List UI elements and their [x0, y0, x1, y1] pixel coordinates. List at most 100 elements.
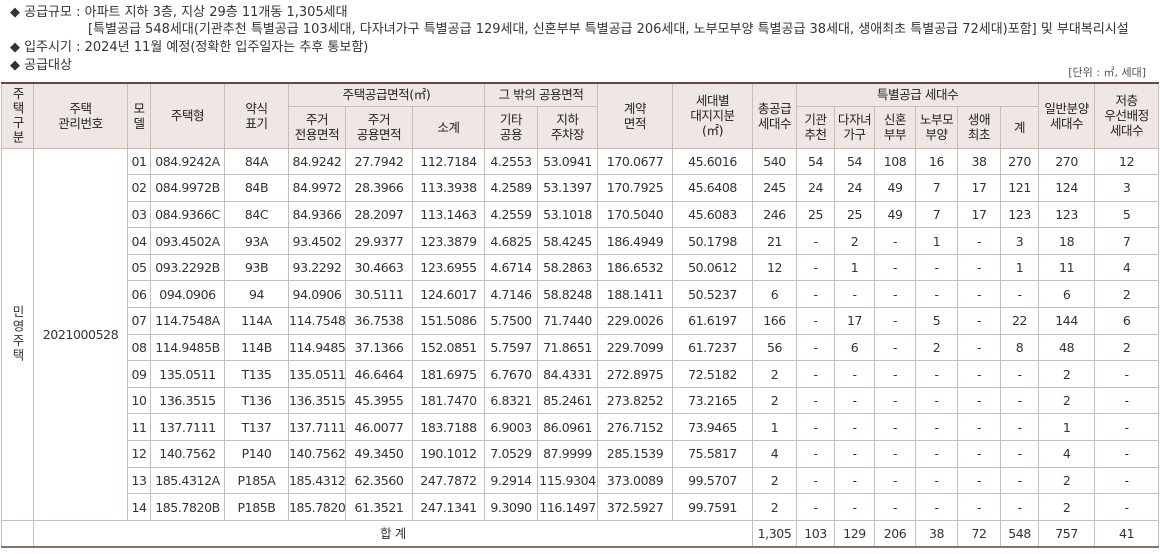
table-cell: 2	[1038, 360, 1096, 388]
table-cell: -	[1094, 466, 1160, 495]
table-cell: 114.9485	[288, 333, 346, 362]
table-cell: 25	[834, 200, 876, 229]
table-cell: -	[957, 466, 1002, 495]
table-cell: 186.6532	[597, 253, 674, 282]
table-cell: 86.0961	[537, 413, 599, 442]
empty-cell	[1, 519, 34, 548]
table-cell: 11	[1038, 253, 1096, 282]
table-cell: 170.7925	[597, 174, 674, 202]
table-cell: 123	[1038, 200, 1096, 229]
table-cell: 2	[1038, 493, 1096, 521]
table-cell: 124	[1038, 174, 1096, 202]
table-cell: 12	[752, 253, 798, 282]
table-cell: -	[957, 307, 1002, 335]
table-cell: 151.5086	[411, 307, 486, 335]
header-cell: 저층 우선배정 세대수	[1094, 82, 1160, 149]
table-cell: 188.1411	[597, 280, 674, 309]
table-cell: -	[957, 440, 1002, 468]
table-cell: 185.4312	[288, 466, 346, 495]
table-cell: 94	[224, 280, 289, 309]
table-cell: 22	[1000, 307, 1040, 335]
table-cell: 37.1366	[345, 333, 413, 362]
table-cell: 116.1497	[537, 493, 599, 521]
table-cell: 5.7597	[484, 333, 539, 362]
table-cell: 185.4312A	[150, 466, 225, 495]
table-cell: -	[796, 440, 836, 468]
table-cell: -	[874, 493, 917, 521]
table-cell: 2	[1038, 466, 1096, 495]
table-cell: -	[796, 307, 836, 335]
table-cell: 2	[1094, 280, 1160, 309]
table-cell: 93.4502	[288, 227, 346, 255]
table-cell: 166	[752, 307, 798, 335]
table-cell: -	[796, 360, 836, 388]
table-cell: 108	[874, 147, 917, 176]
table-cell: 30.5111	[345, 280, 413, 309]
total-cell: 41	[1094, 519, 1160, 548]
table-cell: 1	[1038, 413, 1096, 442]
table-cell: -	[1000, 386, 1040, 415]
table-cell: 99.5707	[672, 466, 754, 495]
table-cell: 4.2589	[484, 174, 539, 202]
table-cell: 45.6016	[672, 147, 754, 176]
table-cell: 2	[1038, 386, 1096, 415]
table-cell: 24	[796, 174, 836, 202]
table-cell: 9.2914	[484, 466, 539, 495]
table-cell: 285.1539	[597, 440, 674, 468]
management-number: 2021000528	[33, 147, 128, 521]
table-cell: 140.7562	[150, 440, 225, 468]
table-cell: 12	[127, 440, 151, 468]
header-cell: 주거 전용면적	[288, 105, 346, 149]
table-cell: 53.0941	[537, 147, 599, 176]
table-cell: 71.8651	[537, 333, 599, 362]
special-supply-note: [특별공급 548세대(기관추천 특별공급 103세대, 다자녀가구 특별공급 …	[88, 22, 1129, 37]
table-row: 02 084.9972B 84B 84.9972 28.3966 113.3938 4.25…	[2, 174, 1160, 202]
table-cell: 4.2559	[484, 200, 539, 229]
table-cell: 84.9366	[288, 200, 346, 229]
table-cell: 11	[127, 413, 151, 442]
table-cell: 181.6975	[411, 360, 486, 388]
table-cell: -	[874, 386, 917, 415]
table-cell: 49.3450	[345, 440, 413, 468]
table-cell: 85.2461	[537, 386, 599, 415]
table-cell: -	[834, 440, 876, 468]
table-cell: 16	[915, 147, 959, 176]
table-cell: 1	[834, 253, 876, 282]
table-cell: 75.5817	[672, 440, 754, 468]
table-cell: 54	[796, 147, 836, 176]
table-cell: 1	[915, 227, 959, 255]
table-cell: -	[915, 360, 959, 388]
table-cell: -	[957, 333, 1002, 362]
table-cell: 186.4949	[597, 227, 674, 255]
table-cell: 6	[1038, 280, 1096, 309]
table-cell: 093.4502A	[150, 227, 225, 255]
table-row: 10 136.3515 T136 136.3515 45.3955 181.7470 6.8…	[2, 386, 1160, 415]
table-cell: 152.0851	[411, 333, 486, 362]
table-cell: 113.1463	[411, 200, 486, 229]
table-cell: 114.7548	[288, 307, 346, 335]
table-row: 09 135.0511 T135 135.0511 46.6464 181.6975 6.7…	[2, 360, 1160, 388]
table-cell: 54	[834, 147, 876, 176]
table-row: 06 094.0906 94 94.0906 30.5111 124.6017 4.7146…	[2, 280, 1160, 309]
table-cell: 84A	[224, 147, 289, 176]
table-cell: -	[957, 280, 1002, 309]
table-cell: 9.3090	[484, 493, 539, 521]
table-cell: -	[874, 440, 917, 468]
table-cell: -	[1000, 440, 1040, 468]
table-cell: 137.7111	[150, 413, 225, 442]
table-cell: 373.0089	[597, 466, 674, 495]
table-cell: 185.7820	[288, 493, 346, 521]
table-cell: T135	[224, 360, 289, 388]
header-cell: 기타 공용	[484, 105, 539, 149]
table-cell: 270	[1000, 147, 1040, 176]
header-cell: 기관 추천	[796, 105, 836, 149]
table-cell: -	[1000, 466, 1040, 495]
table-cell: -	[957, 413, 1002, 442]
table-cell: 2	[1094, 333, 1160, 362]
table-cell: 48	[1038, 333, 1096, 362]
table-cell: 7	[915, 174, 959, 202]
header-cell: 계약 면적	[597, 82, 674, 149]
table-cell: 17	[834, 307, 876, 335]
table-cell: 4.7146	[484, 280, 539, 309]
table-row: 12 140.7562 P140 140.7562 49.3450 190.1012 7.0…	[2, 440, 1160, 468]
